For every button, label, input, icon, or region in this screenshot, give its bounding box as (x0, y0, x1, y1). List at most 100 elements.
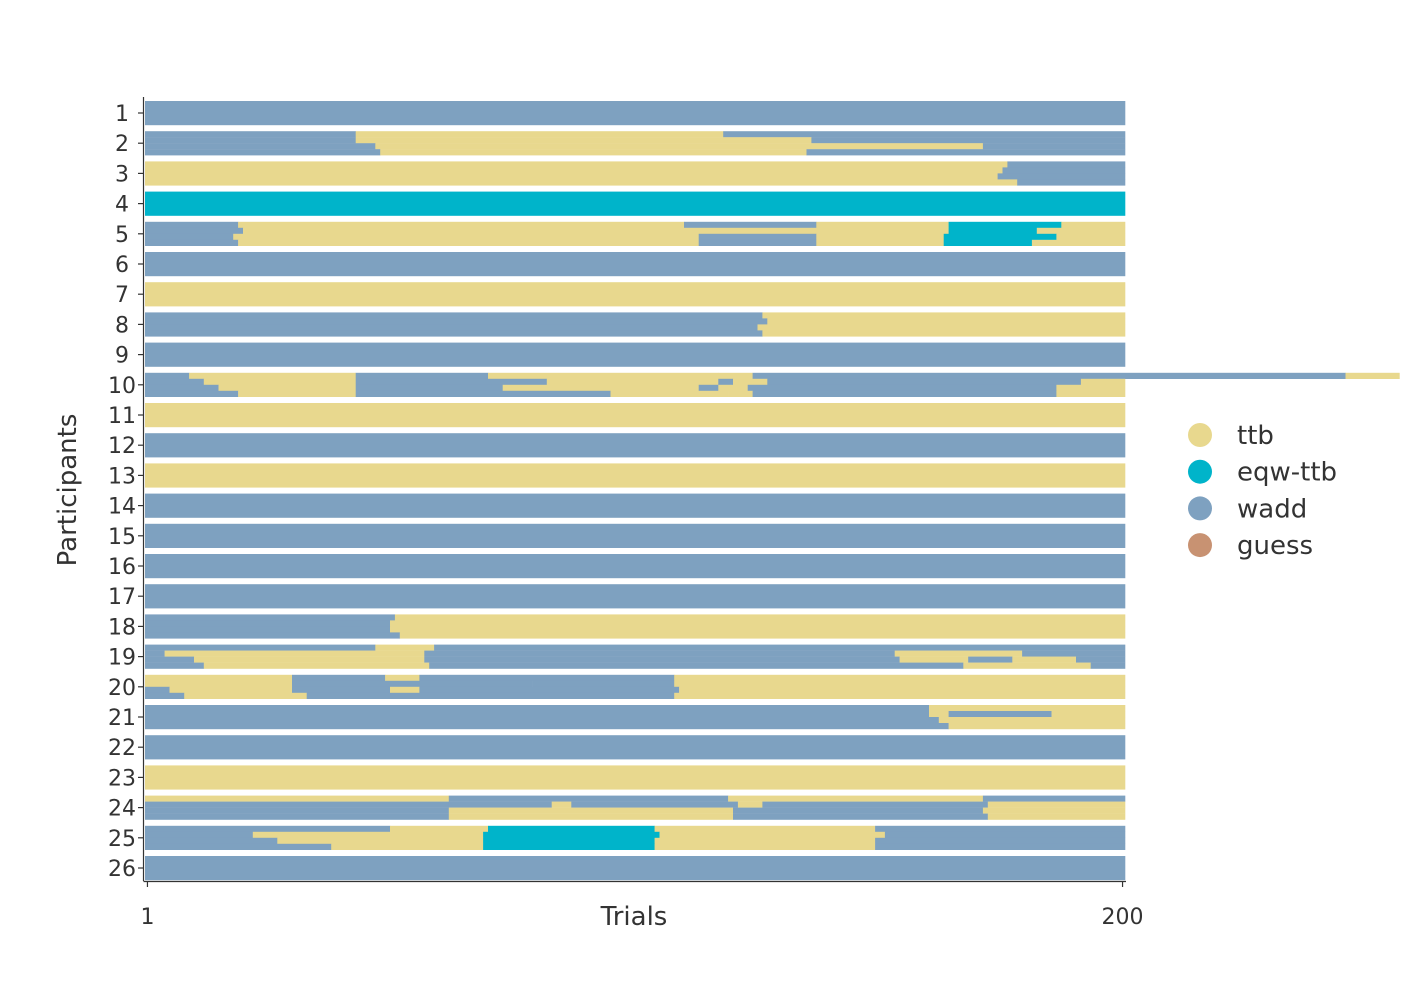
participant-row-12 (145, 433, 1126, 458)
strategy-segment-ttb (757, 324, 1126, 331)
strategy-segment-ttb (375, 644, 435, 651)
strategy-segment-eqw-ttb (483, 837, 655, 844)
strategy-segment-wadd (145, 227, 244, 234)
strategy-segment-ttb (762, 312, 1126, 319)
strategy-segment-wadd (355, 390, 611, 397)
strategy-segment-wadd (875, 825, 1126, 832)
strategy-segment-wadd (733, 813, 989, 820)
strategy-segment-ttb (894, 650, 1023, 657)
strategy-segment-ttb (737, 801, 763, 808)
y-tick-label: 12 (108, 434, 136, 459)
strategy-segment-wadd (145, 620, 391, 627)
strategy-segment-ttb (659, 831, 886, 838)
strategy-segment-wadd (145, 662, 205, 669)
strategy-segment-wadd (532, 680, 675, 687)
strategy-segment-ttb (551, 801, 572, 808)
participant-row-26 (145, 856, 1126, 881)
strategy-segment-ttb (145, 795, 450, 802)
y-tick-label: 2 (115, 132, 129, 157)
strategy-segment-wadd (145, 856, 1126, 881)
strategy-segment-wadd (718, 378, 734, 385)
y-tick-label: 15 (108, 525, 136, 550)
legend-marker-guess (1188, 533, 1212, 558)
strategy-segment-wadd (948, 711, 1052, 718)
strategy-segment-wadd (723, 131, 1126, 138)
strategy-segment-ttb (375, 143, 812, 150)
strategy-segment-ttb (203, 378, 356, 385)
x-axis-ticks: 1 200 (140, 881, 1144, 930)
strategy-segment-ttb (355, 131, 724, 138)
strategy-segment-wadd (733, 807, 984, 814)
strategy-segment-ttb (390, 620, 1126, 627)
strategy-segment-wadd (145, 656, 195, 663)
y-tick-label: 5 (115, 223, 129, 248)
strategy-segment-wadd (434, 644, 1126, 651)
y-tick-label: 22 (108, 736, 136, 761)
strategy-segment-ttb (164, 650, 425, 657)
strategy-segment-ttb (816, 221, 949, 228)
strategy-segment-wadd (968, 656, 1013, 663)
strategy-segment-ttb (963, 662, 1091, 669)
participant-row-5 (145, 221, 1126, 246)
participant-row-21 (145, 705, 1126, 730)
strategy-segment-ttb (1056, 384, 1126, 391)
strategy-segment-wadd (145, 239, 239, 246)
y-tick-label: 23 (108, 766, 136, 791)
y-axis-ticks: 1234567891011121314151617181920212223242… (108, 102, 143, 882)
strategy-segment-ttb (355, 137, 812, 144)
strategy-segment-ttb (399, 632, 1126, 639)
strategy-segment-ttb (145, 161, 1008, 168)
strategy-segment-ttb (718, 384, 748, 391)
y-tick-label: 10 (108, 374, 136, 399)
strategy-segment-wadd (419, 686, 680, 693)
strategy-segment-ttb (331, 843, 484, 850)
strategy-segment-ttb (218, 384, 356, 391)
participant-row-17 (145, 584, 1126, 609)
participant-row-15 (145, 523, 1126, 548)
strategy-segment-ttb (145, 463, 1126, 488)
strategy-segment-ttb (390, 825, 489, 832)
legend-marker-eqw-ttb (1188, 459, 1212, 484)
strategy-segment-ttb (1061, 221, 1126, 228)
strategy-segment-ttb (762, 330, 1126, 337)
strategy-segment-eqw-ttb (943, 239, 1033, 246)
strategy-segment-wadd (145, 813, 450, 820)
strategy-segment-ttb (811, 227, 949, 234)
strategy-segment-ttb (1056, 233, 1126, 240)
strategy-segment-wadd (875, 843, 1126, 850)
strategy-segment-wadd (982, 143, 1126, 150)
legend-label-wadd: wadd (1237, 494, 1307, 524)
strategy-segment-wadd (145, 137, 356, 144)
strategy-segment-ttb (145, 167, 1003, 174)
strategy-segment-wadd (355, 372, 489, 379)
y-tick-label: 4 (115, 193, 129, 218)
participant-row-20 (145, 674, 1126, 699)
legend-marker-ttb (1188, 423, 1212, 447)
strategy-segment-ttb (238, 239, 699, 246)
y-tick-label: 24 (108, 797, 136, 822)
participant-row-1 (145, 101, 1126, 126)
strategy-segment-ttb (733, 378, 768, 385)
strategy-segment-wadd (355, 378, 548, 385)
strategy-segment-ttb (203, 662, 430, 669)
participant-row-18 (145, 614, 1126, 639)
strategy-segment-wadd (145, 723, 949, 730)
participant-row-16 (145, 554, 1126, 579)
strategy-segment-wadd (1022, 650, 1126, 657)
strategy-segment-ttb (380, 149, 807, 156)
strategy-segment-ttb (674, 674, 1126, 681)
strategy-segment-wadd (145, 330, 763, 337)
y-tick-label: 1 (115, 102, 129, 127)
participant-row-7 (145, 282, 1126, 307)
strategy-segment-ttb (654, 837, 876, 844)
y-tick-label: 3 (115, 162, 129, 187)
strategy-segment-ttb (1105, 378, 1126, 385)
strategy-segment-wadd (145, 644, 376, 651)
y-tick-label: 11 (108, 404, 136, 429)
strategy-segment-wadd (752, 390, 1057, 397)
strategy-segment-wadd (145, 131, 356, 138)
strategy-segment-wadd (145, 101, 1126, 126)
strategy-segment-ttb (448, 807, 734, 814)
participant-row-13 (145, 463, 1126, 488)
strategy-segment-eqw-ttb (483, 843, 655, 850)
